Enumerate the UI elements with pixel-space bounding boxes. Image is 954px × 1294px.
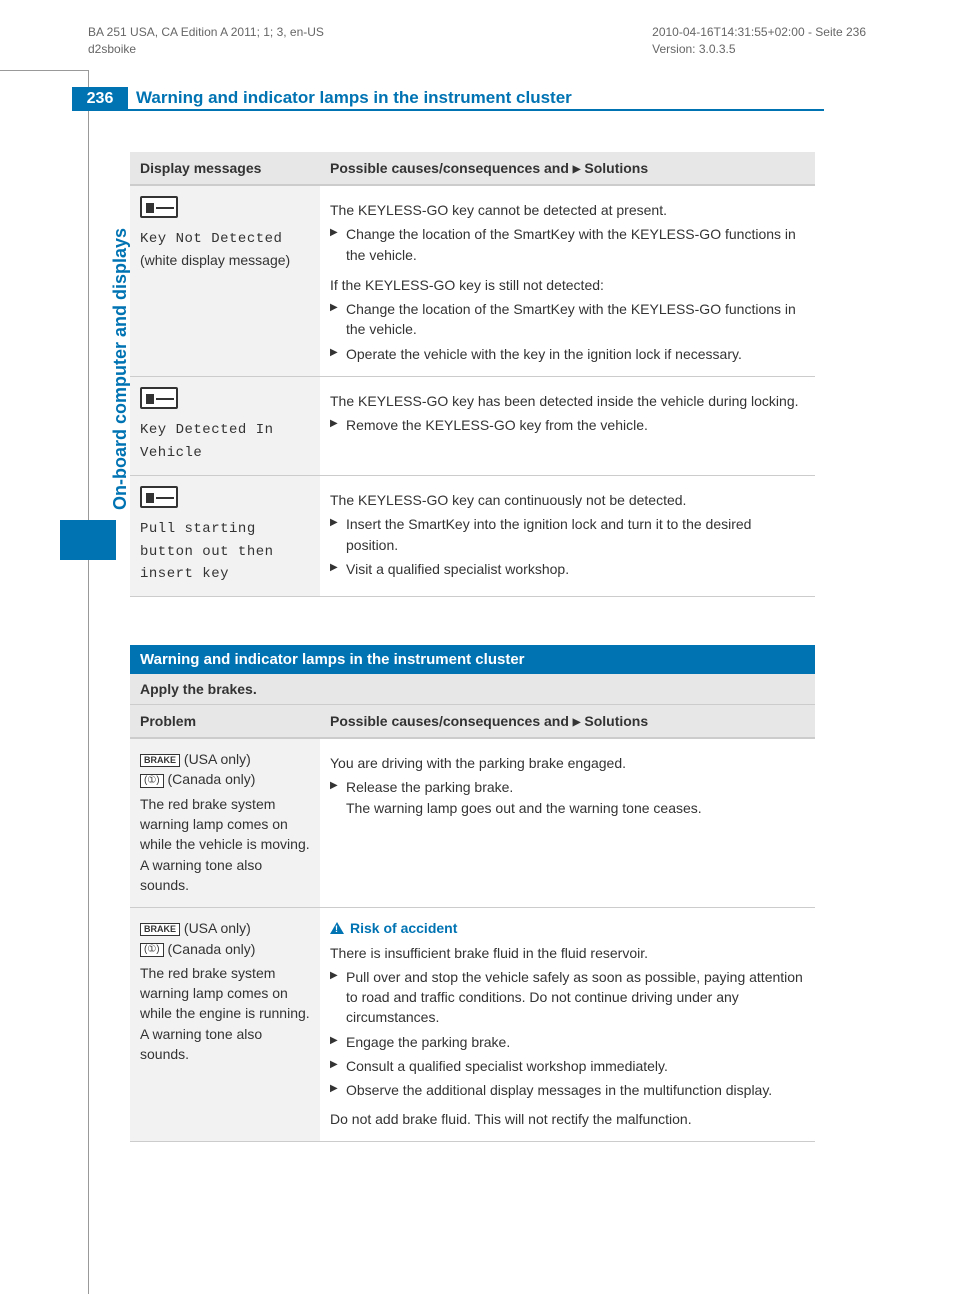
solution-text: There is insufficient brake fluid in the… <box>330 943 805 963</box>
solution-text: The KEYLESS-GO key has been detected ins… <box>330 391 805 411</box>
display-messages-table: Display messages Possible causes/consequ… <box>130 152 815 597</box>
key-icon <box>140 486 178 508</box>
brake-usa-icon: BRAKE <box>140 754 180 767</box>
meta-left-line2: d2sboike <box>88 41 324 58</box>
step-text: Release the parking brake. <box>346 779 513 795</box>
th-solutions: Possible causes/consequences and ▶ Solut… <box>320 705 815 738</box>
cell-message: Key Not Detected (white display message) <box>130 185 320 377</box>
solution-step: Remove the KEYLESS-GO key from the vehic… <box>330 415 805 435</box>
cell-problem: BRAKE (USA only) (①) (Canada only) The r… <box>130 738 320 908</box>
th-solutions-b: Solutions <box>580 160 648 176</box>
cell-solution: Risk of accident There is insufficient b… <box>320 908 815 1142</box>
canada-label: (Canada only) <box>164 941 256 957</box>
table-row: Pull starting button out then insert key… <box>130 475 815 596</box>
cell-solution: The KEYLESS-GO key has been detected ins… <box>320 377 815 476</box>
brake-canada-icon: (①) <box>140 943 164 957</box>
problem-desc: The red brake system warning lamp comes … <box>140 794 310 895</box>
key-icon <box>140 387 178 409</box>
step-sub: The warning lamp goes out and the warnin… <box>346 798 805 818</box>
section-heading: Warning and indicator lamps in the instr… <box>130 645 815 674</box>
meta-right: 2010-04-16T14:31:55+02:00 - Seite 236 Ve… <box>652 24 866 58</box>
cell-problem: BRAKE (USA only) (①) (Canada only) The r… <box>130 908 320 1142</box>
cell-solution: You are driving with the parking brake e… <box>320 738 815 908</box>
cell-message: Key Detected In Vehicle <box>130 377 320 476</box>
problem-desc: The red brake system warning lamp comes … <box>140 963 310 1064</box>
solution-text: The KEYLESS-GO key cannot be detected at… <box>330 200 805 220</box>
warning-heading: Risk of accident <box>330 918 805 938</box>
meta-right-line2: Version: 3.0.3.5 <box>652 41 866 58</box>
solution-step: Operate the vehicle with the key in the … <box>330 344 805 364</box>
page-title: Warning and indicator lamps in the instr… <box>128 87 824 111</box>
page-number: 236 <box>72 87 128 111</box>
crop-rule-h <box>0 70 88 71</box>
meta-right-line1: 2010-04-16T14:31:55+02:00 - Seite 236 <box>652 24 866 41</box>
msg-text: Key Not Detected <box>140 231 282 247</box>
th-solutions-a: Possible causes/consequences and <box>330 713 573 729</box>
msg-text: Key Detected In Vehicle <box>140 422 274 460</box>
msg-text: Pull starting button out then insert key <box>140 521 274 582</box>
solution-step: Pull over and stop the vehicle safely as… <box>330 967 805 1028</box>
warning-title: Risk of accident <box>350 920 457 936</box>
usa-label: (USA only) <box>180 751 251 767</box>
solution-text: If the KEYLESS-GO key is still not detec… <box>330 275 805 295</box>
side-tab-block <box>60 520 116 560</box>
solution-text: The KEYLESS-GO key can continuously not … <box>330 490 805 510</box>
meta-left: BA 251 USA, CA Edition A 2011; 1; 3, en-… <box>88 24 324 58</box>
header-meta: BA 251 USA, CA Edition A 2011; 1; 3, en-… <box>88 24 866 58</box>
msg-note: (white display message) <box>140 252 290 268</box>
solution-step: Visit a qualified specialist workshop. <box>330 559 805 579</box>
table-row: BRAKE (USA only) (①) (Canada only) The r… <box>130 908 815 1142</box>
solution-step: Insert the SmartKey into the ignition lo… <box>330 514 805 555</box>
brake-problems-table: Problem Possible causes/consequences and… <box>130 705 815 1142</box>
table-row: Key Detected In Vehicle The KEYLESS-GO k… <box>130 377 815 476</box>
canada-label: (Canada only) <box>164 771 256 787</box>
solution-step: Change the location of the SmartKey with… <box>330 224 805 265</box>
solution-step: Observe the additional display messages … <box>330 1080 805 1100</box>
solution-step: Change the location of the SmartKey with… <box>330 299 805 340</box>
cell-solution: The KEYLESS-GO key can continuously not … <box>320 475 815 596</box>
th-solutions: Possible causes/consequences and ▶ Solut… <box>320 152 815 185</box>
cell-solution: The KEYLESS-GO key cannot be detected at… <box>320 185 815 377</box>
usa-label: (USA only) <box>180 920 251 936</box>
solution-text: You are driving with the parking brake e… <box>330 753 805 773</box>
cell-message: Pull starting button out then insert key <box>130 475 320 596</box>
th-problem: Problem <box>130 705 320 738</box>
table-row: BRAKE (USA only) (①) (Canada only) The r… <box>130 738 815 908</box>
solution-step: Consult a qualified specialist workshop … <box>330 1056 805 1076</box>
sub-heading: Apply the brakes. <box>130 674 815 705</box>
solution-step: Engage the parking brake. <box>330 1032 805 1052</box>
key-icon <box>140 196 178 218</box>
content: Display messages Possible causes/consequ… <box>130 152 815 1142</box>
table-row: Key Not Detected (white display message)… <box>130 185 815 377</box>
th-display-messages: Display messages <box>130 152 320 185</box>
th-solutions-b: Solutions <box>580 713 648 729</box>
side-tab: On-board computer and displays <box>88 160 116 560</box>
warning-triangle-icon <box>330 922 344 934</box>
solution-text: Do not add brake fluid. This will not re… <box>330 1109 805 1129</box>
side-tab-label: On-board computer and displays <box>110 228 131 510</box>
brake-canada-icon: (①) <box>140 774 164 788</box>
brake-usa-icon: BRAKE <box>140 923 180 936</box>
meta-left-line1: BA 251 USA, CA Edition A 2011; 1; 3, en-… <box>88 24 324 41</box>
solution-step: Release the parking brake. The warning l… <box>330 777 805 818</box>
th-solutions-a: Possible causes/consequences and <box>330 160 573 176</box>
